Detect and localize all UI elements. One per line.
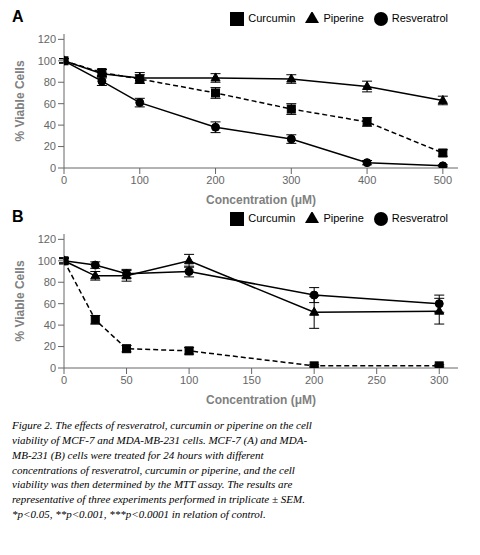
svg-text:80: 80 — [44, 76, 56, 88]
svg-text:0: 0 — [50, 362, 56, 374]
svg-text:0: 0 — [50, 162, 56, 174]
svg-text:60: 60 — [44, 298, 56, 310]
svg-text:20: 20 — [44, 340, 56, 352]
svg-text:100: 100 — [180, 374, 198, 386]
svg-text:60: 60 — [44, 98, 56, 110]
html-text:B: B — [12, 208, 24, 225]
svg-text:Concentration (μM): Concentration (μM) — [206, 193, 316, 207]
svg-text:0: 0 — [61, 174, 67, 186]
svg-text:Concentration (μM): Concentration (μM) — [206, 393, 316, 407]
html-text:viability of MCF-7 and MDA-MB-: viability of MCF-7 and MDA-MB-231 cells.… — [12, 433, 308, 446]
html-text:MB-231 (B) cells were treated: MB-231 (B) cells were treated for 24 hou… — [12, 448, 264, 461]
html-text:concentrations of resveratrol,: concentrations of resveratrol, curcumin … — [12, 463, 295, 476]
svg-text:0: 0 — [61, 374, 67, 386]
svg-text:40: 40 — [44, 319, 56, 331]
svg-text:120: 120 — [38, 233, 56, 245]
html-text:Curcumin: Curcumin — [248, 212, 296, 224]
svg-text:200: 200 — [305, 374, 323, 386]
html-text:Resveratrol: Resveratrol — [391, 212, 448, 224]
html-text:representative of three experi: representative of three experiments perf… — [12, 493, 305, 506]
svg-text:300: 300 — [430, 374, 448, 386]
html-text:A: A — [12, 8, 24, 25]
svg-text:150: 150 — [242, 374, 260, 386]
svg-text:50: 50 — [120, 374, 132, 386]
svg-text:120: 120 — [38, 33, 56, 45]
html-text:Curcumin: Curcumin — [248, 12, 296, 24]
html-text:viability was then determined: viability was then determined by the MTT… — [12, 478, 293, 491]
svg-text:20: 20 — [44, 140, 56, 152]
svg-text:400: 400 — [358, 174, 376, 186]
svg-text:80: 80 — [44, 276, 56, 288]
svg-text:% Viable Cells: % Viable Cells — [13, 260, 27, 341]
svg-text:300: 300 — [282, 174, 300, 186]
html-text:Figure 2. The effects of resve: Figure 2. The effects of resveratrol, cu… — [12, 419, 312, 431]
svg-text:40: 40 — [44, 119, 56, 131]
svg-text:100: 100 — [38, 255, 56, 267]
html-text:Piperine: Piperine — [323, 212, 364, 224]
html-text:Resveratrol: Resveratrol — [391, 12, 448, 24]
svg-text:200: 200 — [206, 174, 224, 186]
svg-text:% Viable Cells: % Viable Cells — [13, 60, 27, 141]
html-text:*p<0.05, **p<0.001, ***p<0.000: *p<0.05, **p<0.001, ***p<0.0001 in relat… — [12, 508, 266, 521]
svg-text:100: 100 — [131, 174, 149, 186]
svg-text:500: 500 — [434, 174, 452, 186]
svg-text:250: 250 — [368, 374, 386, 386]
svg-text:100: 100 — [38, 55, 56, 67]
html-text:Piperine: Piperine — [323, 12, 364, 24]
